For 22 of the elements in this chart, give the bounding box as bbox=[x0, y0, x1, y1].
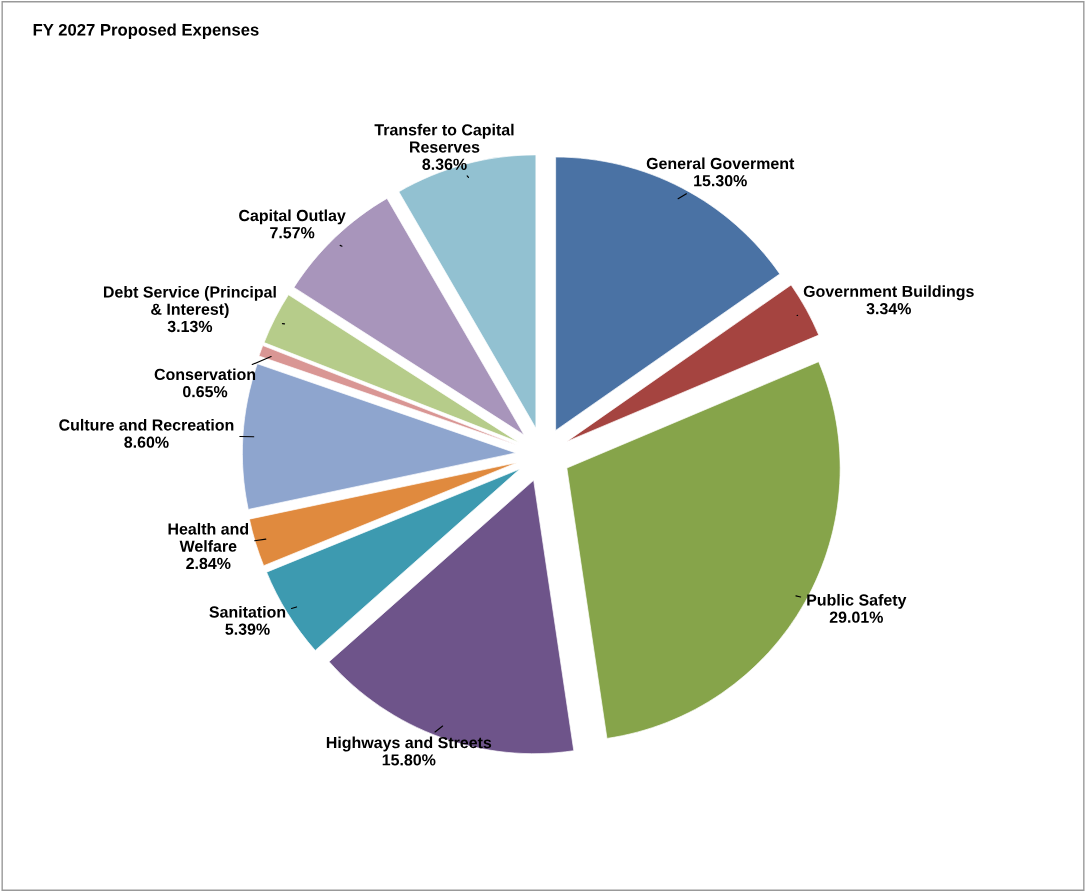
slice-label: Debt Service (Principal & Interest) bbox=[103, 285, 276, 319]
data-label: 2.84% bbox=[186, 557, 231, 570]
slice-label: General Goverment bbox=[646, 157, 795, 170]
slice-label: Health and Welfare bbox=[168, 522, 249, 552]
slice-label: Conservation bbox=[154, 368, 256, 381]
slice-label: Transfer to Capital Reserves bbox=[374, 123, 514, 153]
data-label: 5.39% bbox=[225, 623, 270, 635]
data-label: 8.36% bbox=[422, 158, 467, 170]
data-label: 15.80% bbox=[382, 754, 436, 766]
data-label: 8.60% bbox=[124, 436, 169, 448]
slice-label: Culture and Recreation bbox=[59, 418, 234, 431]
data-label: 0.65% bbox=[183, 386, 228, 398]
data-label: 3.13% bbox=[167, 320, 213, 333]
slice-label: Sanitation bbox=[209, 605, 286, 618]
slice-label: Government Buildings bbox=[803, 285, 974, 301]
data-label: 29.01% bbox=[829, 611, 883, 623]
data-label: 15.30% bbox=[694, 175, 747, 187]
slice-label: Capital Outlay bbox=[239, 209, 346, 225]
data-label: 7.57% bbox=[270, 227, 315, 239]
slice-label: Public Safety bbox=[807, 593, 907, 609]
chart-title: FY 2027 Proposed Expenses bbox=[33, 23, 259, 39]
data-label: 3.34% bbox=[866, 302, 911, 315]
